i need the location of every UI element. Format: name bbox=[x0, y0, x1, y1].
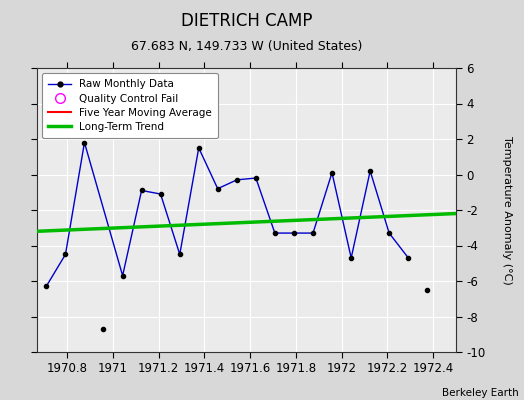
Legend: Raw Monthly Data, Quality Control Fail, Five Year Moving Average, Long-Term Tren: Raw Monthly Data, Quality Control Fail, … bbox=[42, 73, 219, 138]
Y-axis label: Temperature Anomaly (°C): Temperature Anomaly (°C) bbox=[502, 136, 512, 284]
Text: DIETRICH CAMP: DIETRICH CAMP bbox=[181, 12, 312, 30]
Text: 67.683 N, 149.733 W (United States): 67.683 N, 149.733 W (United States) bbox=[130, 40, 362, 53]
Text: Berkeley Earth: Berkeley Earth bbox=[442, 388, 519, 398]
